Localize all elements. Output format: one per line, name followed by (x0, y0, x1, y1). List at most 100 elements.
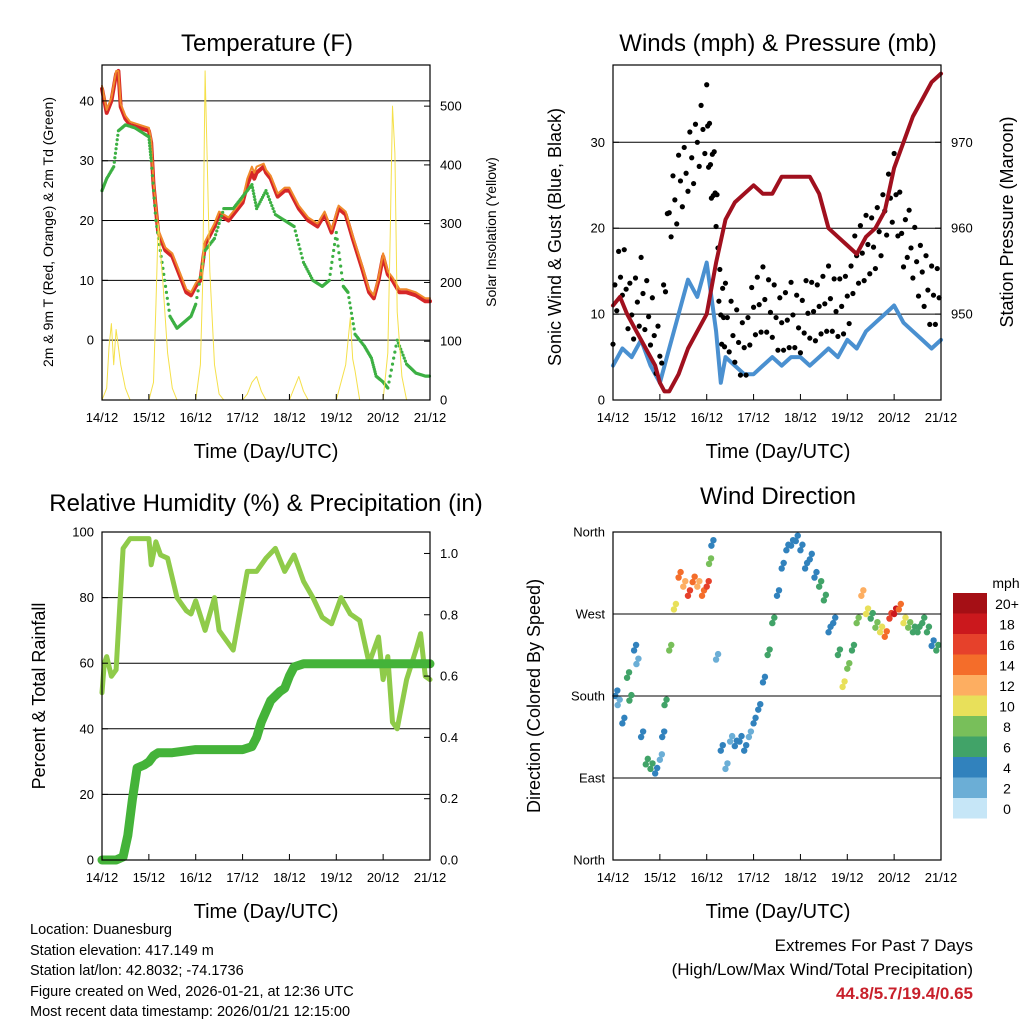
gust-point (659, 360, 665, 366)
2m-td-point (252, 195, 256, 199)
direction-point (841, 678, 848, 685)
gust-point (677, 178, 684, 184)
2m-td-point (214, 233, 218, 237)
direction-point (661, 728, 668, 735)
station-latlon: Station lat/lon: 42.8032; -74.1736 (30, 963, 244, 979)
humidity-plot-frame (101, 531, 431, 861)
gust-point (666, 210, 672, 216)
gust-point (750, 304, 757, 310)
2m-td-point (166, 302, 170, 306)
gust-point (747, 342, 753, 348)
direction-point (855, 614, 862, 621)
direction-point (614, 701, 621, 709)
2m-td-point (266, 195, 270, 199)
direction-point (914, 629, 921, 636)
y-tick-label: South (571, 689, 605, 704)
direction-point (653, 764, 661, 772)
gust-point (714, 192, 720, 198)
direction-point (839, 683, 846, 691)
direction-point (696, 578, 703, 585)
legend-label: 16 (999, 637, 1015, 653)
2m-td-point (253, 200, 258, 205)
gust-point (893, 192, 899, 198)
direction-point (890, 610, 898, 618)
legend-label: 14 (999, 658, 1015, 674)
gust-point (644, 278, 650, 284)
gust-series (610, 82, 942, 378)
direction-point (817, 578, 825, 585)
2m-td-point (393, 350, 397, 354)
gust-point (726, 349, 732, 355)
direction-point (834, 651, 842, 659)
gust-point (799, 297, 805, 303)
gust-point (917, 242, 923, 248)
x-tick-label: 18/12 (273, 410, 306, 425)
direction-point (808, 550, 815, 558)
2m-td-point (153, 211, 157, 215)
gust-point (792, 345, 798, 351)
wind-direction-panel: Wind Direction North East South West North 14… (524, 483, 1020, 923)
direction-point (731, 742, 739, 750)
y-right-tick-label: 0.4 (440, 730, 458, 745)
2m-td-point (151, 189, 156, 193)
gust-point (739, 320, 745, 326)
2m-td-point (272, 209, 276, 214)
direction-point (769, 619, 776, 627)
2m-td-point (270, 203, 274, 208)
2m-td-point (116, 133, 120, 137)
gust-point (690, 180, 697, 187)
2m-td-point (334, 230, 338, 235)
y-right-tick-label: 950 (951, 307, 973, 322)
gust-point (814, 282, 820, 288)
speed-legend-title: mph (992, 575, 1019, 591)
2m-td-point (197, 282, 201, 286)
direction-point (794, 532, 801, 539)
extremes-box: Extremes For Past 7 Days (High/Low/Max W… (672, 934, 973, 1006)
direction-point (670, 606, 678, 613)
gust-point (662, 289, 669, 295)
y-right-tick-label: 200 (440, 275, 462, 290)
gust-point (734, 307, 740, 313)
gust-point (707, 162, 714, 168)
gust-point (839, 303, 845, 309)
gust-point (876, 229, 882, 235)
direction-point (703, 583, 710, 590)
y-right-tick-label: 0 (440, 393, 447, 408)
direction-point (848, 647, 856, 654)
gust-point (910, 275, 916, 281)
2m-td-point (347, 295, 351, 300)
direction-point (792, 537, 799, 545)
gust-point (758, 329, 764, 335)
direction-point (911, 623, 919, 630)
direction-point (900, 619, 907, 627)
direction-point (728, 732, 736, 740)
x-tick-label: 20/12 (367, 870, 400, 885)
legend-swatch (953, 757, 987, 778)
gust-point (646, 314, 652, 320)
direction-point (766, 646, 773, 653)
gust-point (824, 328, 830, 334)
gust-point (737, 372, 744, 378)
gust-point (914, 259, 920, 265)
gust-point (717, 266, 723, 273)
gust-point (929, 263, 935, 269)
gust-point (831, 276, 837, 282)
gust-point (642, 326, 648, 333)
gust-point (788, 279, 794, 285)
gust-point (614, 308, 620, 314)
direction-point (780, 559, 787, 567)
2m-td-point (114, 147, 118, 151)
direction-point (633, 660, 640, 668)
direction-point (921, 614, 928, 621)
gust-point (657, 353, 663, 359)
gust-point (795, 325, 802, 331)
2m-td-point (298, 247, 302, 251)
2m-td-point (151, 181, 155, 185)
x-tick-label: 19/12 (320, 410, 353, 425)
2m-td-point (352, 327, 356, 331)
direction-point (773, 592, 781, 599)
gust-point (692, 121, 699, 127)
y-right-tick-label: 500 (440, 99, 462, 114)
direction-point (625, 669, 633, 676)
x-tick-label: 16/12 (690, 410, 723, 425)
